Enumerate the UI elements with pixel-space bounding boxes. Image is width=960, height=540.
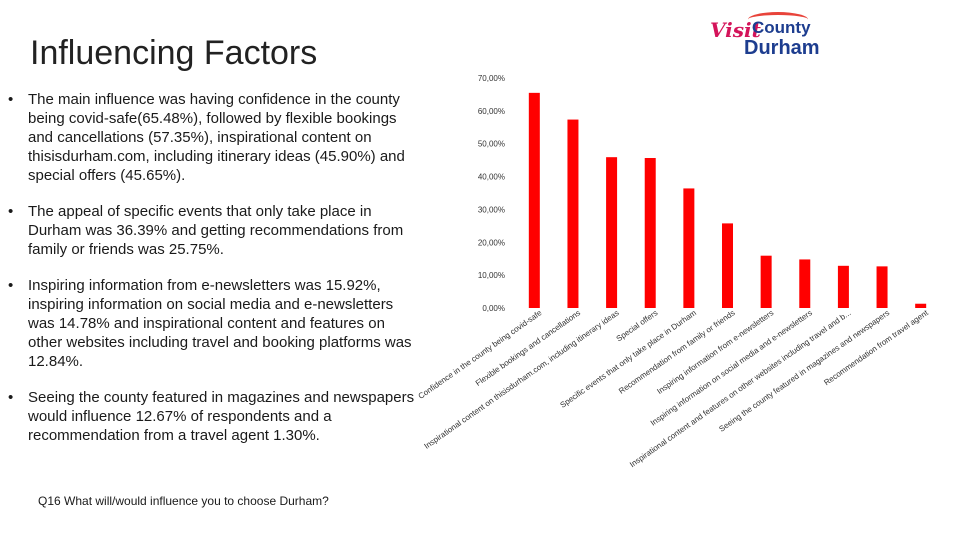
y-tick-label: 50,00%: [478, 140, 505, 149]
bullet-item: • The main influence was having confidenc…: [8, 90, 416, 185]
bar: [567, 119, 579, 308]
y-tick-label: 10,00%: [478, 271, 505, 280]
bullet-text: Seeing the county featured in magazines …: [28, 389, 415, 444]
logo-visit-text: Visit: [710, 18, 761, 42]
bar: [722, 223, 733, 308]
logo-rainbow-arc: [748, 12, 808, 27]
page-title: Influencing Factors: [30, 34, 318, 72]
y-tick-label: 0,00%: [482, 304, 505, 313]
bullet-text: The main influence was having confidence…: [28, 91, 405, 184]
bar: [876, 266, 888, 308]
bullet-text: The appeal of specific events that only …: [28, 203, 404, 258]
bullet-marker: •: [8, 91, 14, 108]
bar: [683, 188, 695, 308]
bullet-text: Inspiring information from e-newsletters…: [28, 277, 412, 370]
x-category-label: Specific events that only take place in …: [558, 308, 698, 410]
bar: [799, 259, 811, 308]
bullet-marker: •: [8, 277, 14, 294]
summary-bullet-list: • The main influence was having confidenc…: [8, 90, 416, 462]
bar: [644, 158, 656, 308]
y-tick-label: 40,00%: [478, 173, 505, 182]
y-tick-label: 60,00%: [478, 107, 505, 116]
bullet-item: • Inspiring information from e-newsletter…: [8, 276, 416, 371]
influencing-factors-bar-chart: 0,00% 10,00% 20,00% 30,00% 40,00% 50,00% 60,00…: [417, 74, 931, 469]
bar: [528, 92, 540, 308]
logo-durham-text: Durham: [744, 37, 820, 59]
bullet-marker: •: [8, 389, 14, 406]
y-tick-label: 20,00%: [478, 238, 505, 247]
bar: [915, 303, 927, 308]
bar: [837, 265, 849, 308]
bar: [760, 255, 772, 308]
bullet-item: • The appeal of specific events that only…: [8, 202, 416, 259]
survey-question: Q16 What will/would influence you to cho…: [38, 494, 329, 508]
bullet-item: • Seeing the county featured in magazines…: [8, 388, 416, 445]
bullet-marker: •: [8, 203, 14, 220]
y-tick-label: 70,00%: [478, 74, 505, 83]
y-tick-label: 30,00%: [478, 205, 505, 214]
bar: [606, 157, 618, 308]
logo-county-text: County: [752, 18, 811, 37]
visit-county-durham-logo: Visit County Durham: [708, 12, 820, 62]
